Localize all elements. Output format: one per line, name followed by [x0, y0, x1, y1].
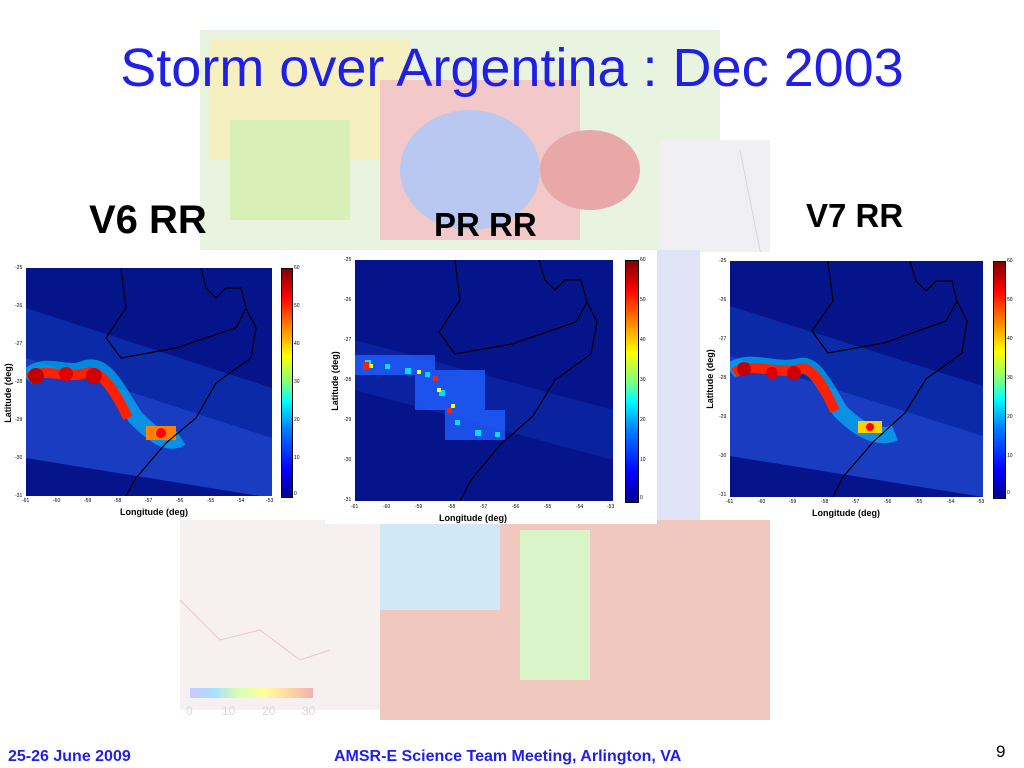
- x-tick: -59: [789, 499, 797, 505]
- y-tick: -29: [719, 414, 727, 420]
- legend-tick: 10: [222, 704, 236, 718]
- pr-x-axis-label: Longitude (deg): [439, 513, 507, 523]
- cbar-tick: 40: [1007, 336, 1013, 342]
- v7-rr-plot: [730, 261, 983, 497]
- y-tick: -25: [344, 257, 352, 263]
- pr-rr-plot: [355, 260, 613, 501]
- v6-rr-panel: Longitude (deg) Latitude (deg) -61 -60 -…: [2, 258, 310, 520]
- x-tick: -61: [22, 498, 30, 504]
- cbar-tick: 30: [640, 377, 646, 383]
- cbar-tick: 30: [1007, 375, 1013, 381]
- x-tick: -57: [852, 499, 860, 505]
- y-tick: -28: [15, 379, 23, 385]
- x-tick: -55: [915, 499, 923, 505]
- y-tick: -26: [344, 297, 352, 303]
- y-tick: -30: [15, 455, 23, 461]
- x-tick: -58: [821, 499, 829, 505]
- footer-meeting: AMSR-E Science Team Meeting, Arlington, …: [334, 748, 682, 765]
- x-tick: -53: [977, 499, 985, 505]
- y-tick: -31: [719, 492, 727, 498]
- cbar-tick: 50: [1007, 297, 1013, 303]
- cbar-tick: 60: [1007, 258, 1013, 264]
- x-tick: -57: [480, 504, 488, 510]
- cbar-tick: 10: [1007, 453, 1013, 459]
- v7-rr-panel: Longitude (deg) Latitude (deg) -61 -60 -…: [700, 252, 1020, 520]
- x-tick: -55: [207, 498, 215, 504]
- pr-y-axis-label: Latitude (deg): [330, 351, 340, 411]
- legend-tick: 0: [186, 704, 193, 718]
- x-tick: -61: [726, 499, 734, 505]
- x-tick: -53: [607, 504, 615, 510]
- y-tick: -27: [15, 341, 23, 347]
- y-tick: -28: [719, 375, 727, 381]
- footer-date: 25-26 June 2009: [8, 748, 131, 765]
- panel-title-pr: PR RR: [434, 206, 537, 243]
- v6-rr-plot: [26, 268, 272, 496]
- x-tick: -60: [53, 498, 61, 504]
- x-tick: -60: [758, 499, 766, 505]
- cbar-tick: 40: [294, 341, 300, 347]
- slide-title: Storm over Argentina : Dec 2003: [120, 38, 904, 98]
- v7-colorbar: [993, 261, 1006, 499]
- cbar-tick: 20: [294, 417, 300, 423]
- y-tick: -27: [344, 337, 352, 343]
- legend-tick: 30: [302, 704, 316, 718]
- y-tick: -29: [15, 417, 23, 423]
- x-tick: -56: [512, 504, 520, 510]
- x-tick: -55: [544, 504, 552, 510]
- x-tick: -56: [176, 498, 184, 504]
- y-tick: -31: [344, 497, 352, 503]
- x-tick: -53: [266, 498, 274, 504]
- x-tick: -58: [448, 504, 456, 510]
- cbar-tick: 10: [640, 457, 646, 463]
- y-tick: -29: [344, 417, 352, 423]
- cbar-tick: 0: [294, 491, 297, 497]
- y-tick: -30: [719, 453, 727, 459]
- cbar-tick: 30: [294, 379, 300, 385]
- v7-y-axis-label: Latitude (deg): [705, 349, 715, 409]
- x-tick: -56: [884, 499, 892, 505]
- cbar-tick: 60: [294, 265, 300, 271]
- page-number: 9: [996, 742, 1006, 761]
- x-tick: -59: [84, 498, 92, 504]
- x-tick: -57: [145, 498, 153, 504]
- cbar-tick: 0: [1007, 490, 1010, 496]
- v6-colorbar: [281, 268, 293, 498]
- v6-y-axis-label: Latitude (deg): [3, 363, 13, 423]
- x-tick: -61: [351, 504, 359, 510]
- x-tick: -54: [576, 504, 584, 510]
- cbar-tick: 40: [640, 337, 646, 343]
- x-tick: -59: [415, 504, 423, 510]
- cbar-tick: 20: [640, 417, 646, 423]
- x-tick: -60: [383, 504, 391, 510]
- cbar-tick: 50: [294, 303, 300, 309]
- v6-x-axis-label: Longitude (deg): [120, 507, 188, 517]
- cbar-tick: 10: [294, 455, 300, 461]
- legend-tick: 20: [262, 704, 276, 718]
- cbar-tick: 50: [640, 297, 646, 303]
- background-legend-bar: [190, 688, 313, 698]
- panel-title-v6: V6 RR: [89, 198, 207, 242]
- y-tick: -26: [15, 303, 23, 309]
- y-tick: -26: [719, 297, 727, 303]
- cbar-tick: 20: [1007, 414, 1013, 420]
- y-tick: -25: [719, 258, 727, 264]
- cbar-tick: 0: [640, 495, 643, 501]
- y-tick: -27: [719, 336, 727, 342]
- pr-colorbar: [625, 260, 639, 503]
- pr-rr-panel: Longitude (deg) Latitude (deg) -61 -60 -…: [325, 250, 657, 524]
- x-tick: -54: [947, 499, 955, 505]
- v7-x-axis-label: Longitude (deg): [812, 508, 880, 518]
- x-tick: -54: [237, 498, 245, 504]
- panel-title-v7: V7 RR: [806, 197, 904, 234]
- x-tick: -58: [114, 498, 122, 504]
- cbar-tick: 60: [640, 257, 646, 263]
- y-tick: -31: [15, 493, 23, 499]
- y-tick: -30: [344, 457, 352, 463]
- y-tick: -28: [344, 377, 352, 383]
- y-tick: -25: [15, 265, 23, 271]
